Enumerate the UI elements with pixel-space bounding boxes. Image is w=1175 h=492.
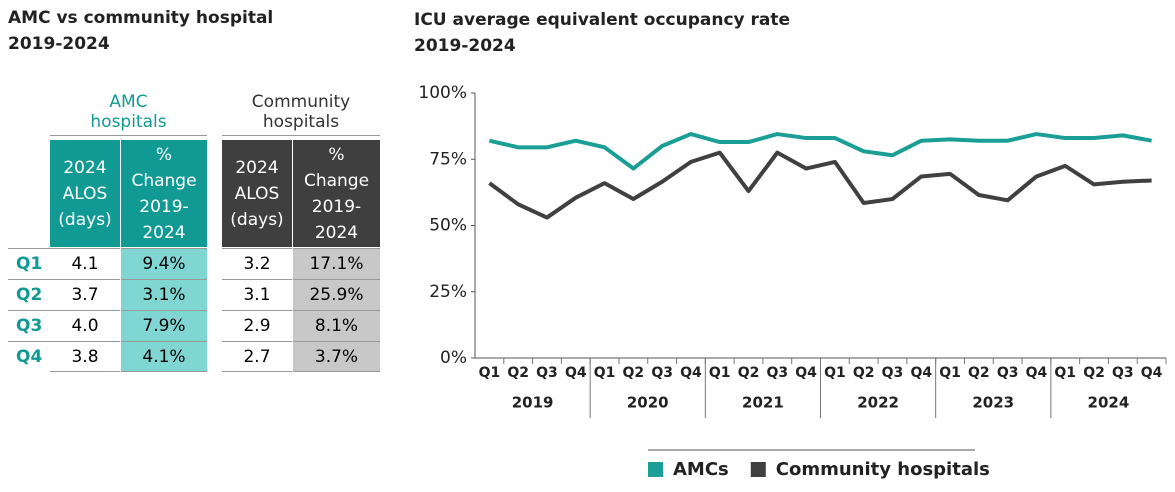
y-tick-label: 0% (440, 348, 467, 368)
series-line (488, 150, 1152, 220)
row-label: Q4 (8, 341, 50, 372)
x-tick-label: Q1 (594, 365, 616, 381)
x-tick-label: Q3 (997, 365, 1019, 381)
x-tick-label: Q4 (1141, 365, 1163, 381)
table-cell: 8.1% (293, 310, 380, 341)
table-cell: 3.1 (222, 279, 292, 310)
table-title: AMC vs community hospital (8, 8, 274, 28)
x-tick-label: Q4 (1026, 365, 1048, 381)
table-cell: 4.1 (50, 248, 120, 279)
table-cell: 17.1% (293, 248, 380, 279)
x-tick-label: Q3 (882, 365, 904, 381)
y-tick-label: 75% (429, 149, 467, 169)
x-tick-label: Q2 (738, 365, 760, 381)
table-cell: 3.1% (121, 279, 207, 310)
table-cell: 4.0 (50, 310, 120, 341)
y-tick-label: 100% (418, 83, 467, 103)
x-tick-label: Q2 (1083, 365, 1105, 381)
x-tick-label: Q2 (968, 365, 990, 381)
table-cell: 3.8 (50, 341, 120, 372)
group-header: Community hospitals (222, 88, 380, 136)
column-header: 2024 ALOS (days) (222, 140, 292, 247)
x-tick-label: Q1 (939, 365, 961, 381)
group-header: AMC hospitals (50, 88, 207, 136)
x-tick-label: Q1 (824, 365, 846, 381)
table-cell: 4.1% (121, 341, 207, 372)
column-header: % Change 2019-2024 (121, 140, 207, 247)
x-tick-label: Q3 (766, 365, 788, 381)
x-tick-label: Q4 (795, 365, 817, 381)
legend-label: Community hospitals (776, 459, 990, 480)
x-tick-label: Q2 (507, 365, 529, 381)
x-tick-label: Q4 (565, 365, 587, 381)
x-group-label: 2023 (972, 394, 1014, 412)
x-group-label: 2022 (857, 394, 899, 412)
table-cell: 25.9% (293, 279, 380, 310)
table-cell: 2.7 (222, 341, 292, 372)
row-label: Q1 (8, 248, 50, 279)
x-tick-label: Q2 (853, 365, 875, 381)
x-tick-label: Q3 (651, 365, 673, 381)
series-line (488, 132, 1152, 171)
x-tick-label: Q1 (1054, 365, 1076, 381)
legend-swatch (648, 462, 663, 477)
x-tick-label: Q3 (1112, 365, 1134, 381)
legend-swatch (750, 462, 766, 477)
y-tick-label: 25% (429, 282, 467, 302)
x-tick-label: Q4 (910, 365, 932, 381)
y-tick-label: 50% (429, 216, 467, 236)
table-cell: 3.7% (293, 341, 380, 372)
legend-label: AMCs (673, 459, 729, 480)
table-cell: 7.9% (121, 310, 207, 341)
table-subtitle: 2019-2024 (8, 34, 110, 54)
x-group-label: 2019 (512, 394, 554, 412)
chart-subtitle: 2019-2024 (414, 36, 516, 56)
x-tick-label: Q1 (479, 365, 501, 381)
table-cell: 9.4% (121, 248, 207, 279)
table-cell: 3.2 (222, 248, 292, 279)
x-group-label: 2024 (1088, 394, 1130, 412)
column-header: 2024 ALOS (days) (50, 140, 120, 247)
x-tick-label: Q2 (623, 365, 645, 381)
table-cell: 3.7 (50, 279, 120, 310)
x-group-label: 2021 (742, 394, 784, 412)
chart-title: ICU average equivalent occupancy rate (414, 10, 790, 30)
column-header: % Change 2019-2024 (293, 140, 380, 247)
row-label: Q2 (8, 279, 50, 310)
row-label: Q3 (8, 310, 50, 341)
table-cell: 2.9 (222, 310, 292, 341)
x-tick-label: Q1 (709, 365, 731, 381)
x-tick-label: Q3 (536, 365, 558, 381)
x-tick-label: Q4 (680, 365, 702, 381)
x-group-label: 2020 (627, 394, 669, 412)
